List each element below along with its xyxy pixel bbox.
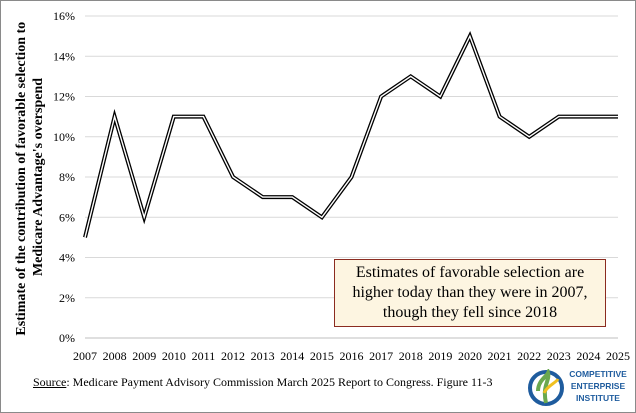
x-tick-label: 2010: [162, 349, 186, 363]
x-tick-label: 2014: [280, 349, 304, 363]
x-tick-label: 2017: [369, 349, 393, 363]
y-tick-label: 6%: [59, 210, 75, 224]
x-tick-label: 2008: [103, 349, 127, 363]
x-tick-label: 2016: [340, 349, 364, 363]
y-tick-label: 10%: [53, 130, 75, 144]
source-text: : Medicare Payment Advisory Commission M…: [66, 375, 493, 389]
x-tick-label: 2012: [221, 349, 245, 363]
y-tick-labels: 0% 2% 4% 6% 8% 10% 12% 14% 16%: [53, 9, 75, 345]
gridlines: [85, 15, 618, 299]
logo-line: ENTERPRISE: [570, 381, 626, 391]
x-tick-label: 2020: [458, 349, 482, 363]
y-tick-label: 12%: [53, 90, 75, 104]
source-label: Source: [33, 375, 67, 389]
x-tick-label: 2024: [576, 349, 600, 363]
logo-text: COMPETITIVE ENTERPRISE INSTITUTE: [566, 368, 630, 404]
source-note: Source: Medicare Payment Advisory Commis…: [33, 375, 493, 390]
logo-line: COMPETITIVE: [569, 369, 627, 379]
y-tick-label: 8%: [59, 170, 75, 184]
annotation-line: Estimates of favorable selection are: [355, 264, 585, 281]
annotation-line: though they fell since 2018: [382, 304, 558, 321]
logo-line: INSTITUTE: [576, 393, 620, 403]
x-tick-label: 2025: [606, 349, 630, 363]
x-tick-label: 2011: [192, 349, 216, 363]
y-axis-label: Estimate of the contribution of favorabl…: [14, 18, 46, 335]
y-tick-label: 14%: [53, 49, 75, 63]
y-tick-label: 4%: [59, 251, 75, 265]
annotation-line: higher today than they were in 2007,: [352, 284, 588, 301]
y-tick-label: 16%: [53, 9, 75, 23]
logo-mark-icon: [528, 369, 564, 406]
y-axis-label-line-1: Estimate of the contribution of favorabl…: [14, 22, 29, 336]
series-line-inner: [84, 34, 618, 238]
x-tick-label: 2022: [517, 349, 541, 363]
y-tick-label: 2%: [59, 291, 75, 305]
x-tick-label: 2019: [428, 349, 452, 363]
x-tick-label: 2021: [488, 349, 512, 363]
x-tick-label: 2023: [547, 349, 571, 363]
cei-logo: COMPETITIVE ENTERPRISE INSTITUTE: [528, 367, 630, 409]
x-tick-label: 2018: [399, 349, 423, 363]
x-tick-label: 2015: [310, 349, 334, 363]
series-line: [83, 31, 618, 238]
x-tick-label: 2007: [73, 349, 97, 363]
y-axis-label-line-2: Medicare Advantage's overspend: [31, 78, 46, 276]
x-tick-label: 2009: [132, 349, 156, 363]
x-tick-labels: 2007 2008 2009 2010 2011 2012 2013 2014 2015 2016…: [73, 349, 630, 363]
y-tick-label: 0%: [59, 331, 75, 345]
x-tick-label: 2013: [251, 349, 275, 363]
annotation-box: Estimates of favorable selection are hig…: [334, 259, 606, 327]
